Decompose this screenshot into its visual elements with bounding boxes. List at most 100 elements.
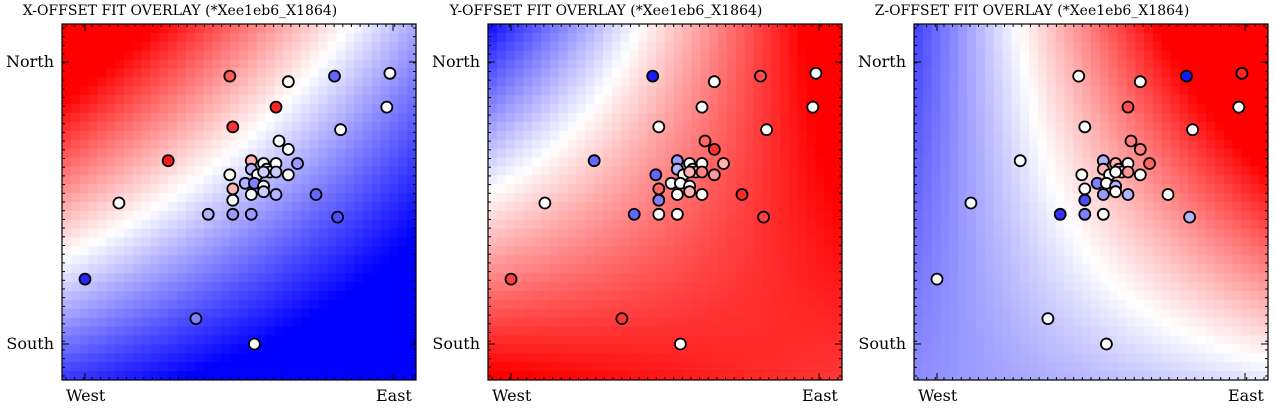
field-cell bbox=[247, 255, 258, 265]
field-cell bbox=[1197, 255, 1207, 265]
field-cell bbox=[70, 344, 81, 354]
field-cell bbox=[549, 121, 560, 132]
field-cell bbox=[549, 344, 560, 354]
field-cell bbox=[958, 32, 968, 43]
field-cell bbox=[123, 24, 134, 34]
field-cell bbox=[833, 228, 842, 239]
field-cell bbox=[532, 166, 542, 176]
field-cell bbox=[1011, 273, 1021, 283]
field-cell bbox=[682, 41, 693, 52]
field-cell bbox=[327, 175, 337, 185]
field-cell bbox=[88, 148, 98, 159]
field-cell bbox=[993, 68, 1004, 78]
field-cell bbox=[797, 202, 808, 212]
field-cell bbox=[594, 317, 604, 328]
field-cell bbox=[177, 335, 187, 345]
data-point bbox=[269, 165, 283, 179]
field-cell bbox=[647, 104, 657, 114]
field-cell bbox=[744, 210, 755, 221]
field-cell bbox=[1126, 362, 1136, 372]
field-cell bbox=[1135, 282, 1145, 292]
field-cell bbox=[123, 282, 134, 292]
field-cell bbox=[744, 148, 755, 159]
field-cell bbox=[1055, 157, 1066, 167]
field-cell bbox=[771, 157, 781, 167]
field-cell bbox=[1082, 353, 1092, 363]
field-cell bbox=[159, 148, 169, 159]
field-cell bbox=[709, 299, 719, 310]
field-cell bbox=[1188, 193, 1198, 203]
field-cell bbox=[221, 95, 231, 105]
field-cell bbox=[1055, 184, 1066, 194]
field-cell bbox=[967, 86, 977, 96]
field-cell bbox=[726, 184, 737, 194]
field-cell bbox=[407, 157, 416, 167]
field-cell bbox=[806, 41, 817, 52]
field-cell bbox=[975, 148, 986, 159]
field-cell bbox=[1055, 104, 1066, 114]
field-cell bbox=[922, 50, 933, 61]
field-cell bbox=[123, 95, 134, 105]
field-cell bbox=[407, 237, 416, 248]
field-cell bbox=[726, 291, 737, 301]
field-cell bbox=[931, 184, 942, 194]
field-cell bbox=[1099, 228, 1110, 239]
field-cell bbox=[150, 326, 160, 337]
field-cell bbox=[833, 121, 842, 132]
field-cell bbox=[141, 59, 152, 70]
field-cell bbox=[1152, 255, 1163, 265]
field-cell bbox=[718, 228, 728, 239]
field-cell bbox=[505, 246, 516, 256]
field-cell bbox=[79, 228, 90, 239]
field-cell bbox=[780, 77, 790, 87]
field-cell bbox=[265, 148, 275, 159]
field-cell bbox=[735, 371, 746, 380]
field-cell bbox=[523, 184, 533, 194]
field-cell bbox=[150, 255, 160, 265]
field-cell bbox=[132, 148, 143, 159]
field-cell bbox=[150, 353, 160, 363]
field-cell bbox=[718, 86, 728, 96]
field-cell bbox=[488, 371, 498, 380]
field-cell bbox=[967, 308, 977, 319]
field-cell bbox=[150, 335, 160, 345]
field-cell bbox=[1055, 228, 1066, 239]
data-point bbox=[698, 134, 712, 148]
field-cell bbox=[984, 32, 995, 43]
field-cell bbox=[514, 344, 524, 354]
field-cell bbox=[389, 335, 399, 345]
field-cell bbox=[744, 68, 755, 78]
field-cell bbox=[585, 113, 595, 123]
field-cell bbox=[398, 193, 408, 203]
field-cell bbox=[309, 113, 320, 123]
field-cell bbox=[327, 326, 337, 337]
field-cell bbox=[833, 157, 842, 167]
field-cell bbox=[115, 246, 125, 256]
field-cell bbox=[603, 237, 613, 248]
field-cell bbox=[797, 121, 808, 132]
field-cell bbox=[788, 362, 799, 372]
field-cell bbox=[292, 299, 302, 310]
field-cell bbox=[931, 299, 942, 310]
field-cell bbox=[362, 264, 373, 274]
data-point bbox=[331, 210, 345, 224]
field-cell bbox=[922, 86, 933, 96]
field-cell bbox=[1046, 77, 1057, 87]
field-cell bbox=[505, 184, 516, 194]
field-cell bbox=[514, 77, 524, 87]
field-cell bbox=[815, 246, 825, 256]
field-cell bbox=[239, 50, 249, 61]
field-cell bbox=[239, 166, 249, 176]
field-cell bbox=[806, 353, 817, 363]
field-cell bbox=[1170, 291, 1181, 301]
field-cell bbox=[115, 139, 125, 150]
field-cell bbox=[1206, 86, 1216, 96]
field-cell bbox=[1179, 326, 1189, 337]
field-cell bbox=[958, 24, 968, 34]
field-cell bbox=[79, 24, 90, 34]
field-cell bbox=[247, 273, 258, 283]
field-cell bbox=[806, 59, 817, 70]
field-cell bbox=[300, 228, 311, 239]
field-cell bbox=[1179, 219, 1189, 230]
field-cell bbox=[638, 299, 648, 310]
